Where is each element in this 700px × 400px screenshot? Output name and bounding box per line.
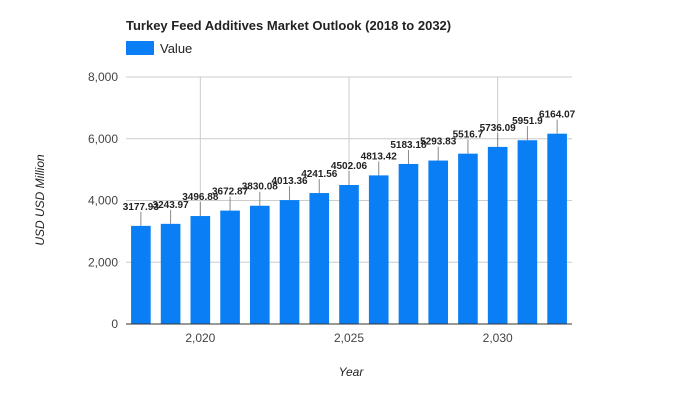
bar (368, 175, 389, 324)
x-axis-ticks: 2,020 2,025 2,030 (185, 331, 513, 345)
data-label: 6164.07 (539, 110, 576, 121)
data-label: 5951.9 (512, 116, 543, 127)
bar (458, 153, 478, 324)
data-label: 4502.06 (331, 161, 368, 172)
data-label: 4813.42 (361, 151, 398, 162)
data-label: 3496.88 (182, 192, 219, 203)
bar (398, 163, 419, 324)
legend-label: Value (160, 41, 192, 56)
bar (249, 205, 270, 324)
data-label: 4013.36 (271, 176, 308, 187)
data-label: 5736.09 (480, 123, 517, 134)
bar (220, 210, 240, 324)
y-axis-title: USD USD Million (33, 154, 47, 246)
y-tick-label: 2,000 (88, 255, 118, 269)
bar (160, 223, 181, 324)
bar (339, 184, 359, 324)
bar (487, 146, 508, 324)
x-tick-label: 2,020 (185, 331, 215, 345)
data-label: 3672.87 (212, 187, 249, 198)
bars (131, 133, 567, 324)
data-label: 4241.56 (301, 169, 338, 180)
x-axis-title: Year (339, 365, 365, 379)
data-label: 3177.93 (123, 202, 160, 213)
label-leader-lines (140, 119, 558, 226)
y-axis-ticks: 0 2,000 4,000 6,000 8,000 (88, 70, 118, 331)
bar (190, 216, 211, 324)
chart-title: Turkey Feed Additives Market Outlook (20… (126, 18, 451, 33)
bar (517, 140, 538, 324)
legend-swatch (126, 41, 154, 55)
legend: Value (126, 41, 192, 56)
bar (131, 225, 151, 324)
data-label: 5293.83 (420, 137, 457, 148)
data-label: 3830.08 (242, 182, 279, 193)
y-tick-label: 6,000 (88, 132, 118, 146)
y-tick-label: 8,000 (88, 70, 118, 84)
x-tick-label: 2,025 (334, 331, 364, 345)
bar (309, 193, 330, 324)
y-tick-label: 4,000 (88, 194, 118, 208)
data-label: 5516.7 (453, 130, 484, 141)
x-tick-label: 2,030 (483, 331, 513, 345)
data-labels: 3177.933243.973496.883672.873830.084013.… (123, 110, 576, 213)
bar (279, 200, 300, 324)
data-label: 3243.97 (153, 200, 190, 211)
bar (547, 133, 567, 324)
data-label: 5183.18 (390, 140, 427, 151)
y-tick-label: 0 (111, 317, 118, 331)
bar (428, 160, 449, 324)
